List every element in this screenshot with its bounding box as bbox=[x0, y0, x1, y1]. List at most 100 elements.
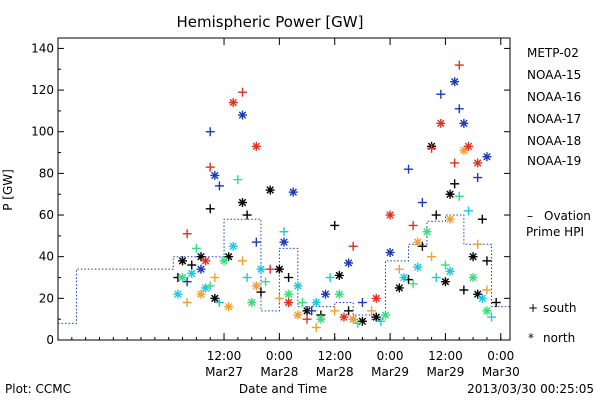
legend-ovation-label-2: Prime HPI bbox=[526, 225, 584, 239]
point-s2-2 bbox=[201, 283, 211, 293]
point-s0-17 bbox=[344, 306, 354, 316]
point-s3-9 bbox=[316, 314, 326, 324]
ovation-hpi-line bbox=[58, 214, 510, 324]
point-s0-2 bbox=[187, 260, 197, 270]
point-s4-2 bbox=[210, 273, 220, 283]
point-s4-10 bbox=[348, 314, 358, 324]
chart-title: Hemispheric Power [GW] bbox=[177, 13, 364, 31]
point-s5-16 bbox=[450, 158, 460, 168]
x-tick-time-3: 0:00 bbox=[377, 349, 404, 363]
y-axis-ticks: 0 20 40 60 80 100 120 140 bbox=[31, 41, 510, 347]
point-s1-19 bbox=[459, 118, 469, 128]
point-s1-0 bbox=[182, 277, 192, 287]
point-s0-28 bbox=[459, 285, 469, 295]
point-s2-9 bbox=[311, 298, 321, 308]
point-s3-13 bbox=[408, 279, 418, 289]
point-s3-0 bbox=[178, 273, 188, 283]
y-tick-label-1: 20 bbox=[39, 291, 54, 305]
point-s1-12 bbox=[357, 298, 367, 308]
point-s4-18 bbox=[482, 285, 492, 295]
point-s0-32 bbox=[482, 256, 492, 266]
point-s4-1 bbox=[196, 289, 206, 299]
footer-timestamp: 2013/03/30 00:25:05 bbox=[467, 382, 594, 396]
point-s1-14 bbox=[404, 164, 414, 174]
point-s5-15 bbox=[436, 118, 446, 128]
point-s4-12 bbox=[394, 264, 404, 274]
point-s0-16 bbox=[334, 270, 344, 280]
legend-ovation-dash: – bbox=[527, 209, 533, 223]
y-tick-label-4: 80 bbox=[39, 166, 54, 180]
point-s4-13 bbox=[413, 237, 423, 247]
point-s2-17 bbox=[463, 206, 473, 216]
x-tick-date-2: Mar28 bbox=[316, 365, 354, 379]
point-s1-13 bbox=[385, 248, 395, 258]
y-tick-label-2: 40 bbox=[39, 250, 54, 264]
point-s5-3 bbox=[228, 98, 238, 108]
y-tick-label-0: 0 bbox=[46, 333, 54, 347]
point-s4-5 bbox=[251, 281, 261, 291]
legend-entry-1: NOAA-15 bbox=[527, 68, 581, 82]
point-s1-17 bbox=[450, 77, 460, 87]
point-s5-6 bbox=[265, 264, 275, 274]
point-s0-1 bbox=[178, 256, 188, 266]
legend-ovation-label: Ovation bbox=[544, 209, 591, 223]
point-s1-10 bbox=[321, 289, 331, 299]
point-s2-10 bbox=[325, 273, 335, 283]
point-s5-19 bbox=[473, 158, 483, 168]
point-s2-0 bbox=[173, 289, 183, 299]
point-s2-13 bbox=[399, 273, 409, 283]
point-s3-1 bbox=[191, 243, 201, 253]
point-s2-3 bbox=[214, 298, 224, 308]
point-s0-12 bbox=[284, 273, 294, 283]
point-s1-16 bbox=[436, 89, 446, 99]
point-s0-18 bbox=[357, 316, 367, 326]
point-s1-6 bbox=[251, 237, 261, 247]
x-axis-ticks: 12:00 Mar27 0:00 Mar28 12:00 Mar28 0:00 Mar29 12… bbox=[57, 38, 520, 379]
point-s5-0 bbox=[182, 229, 192, 239]
point-s3-4 bbox=[233, 175, 243, 185]
point-s5-9 bbox=[339, 312, 349, 322]
point-s1-4 bbox=[214, 181, 224, 191]
point-s1-11 bbox=[344, 258, 354, 268]
x-tick-time-5: 0:00 bbox=[487, 349, 514, 363]
x-tick-time-1: 0:00 bbox=[266, 349, 293, 363]
point-s0-29 bbox=[468, 252, 478, 262]
plot-frame bbox=[57, 37, 511, 341]
legend-entry-3: NOAA-17 bbox=[527, 112, 581, 126]
point-s2-16 bbox=[445, 266, 455, 276]
point-s3-14 bbox=[422, 227, 432, 237]
point-s0-33 bbox=[491, 298, 501, 308]
point-s3-6 bbox=[261, 277, 271, 287]
point-s1-8 bbox=[288, 187, 298, 197]
point-s2-14 bbox=[413, 262, 423, 272]
point-s0-9 bbox=[256, 287, 266, 297]
x-tick-date-5: Mar30 bbox=[482, 365, 520, 379]
point-s1-15 bbox=[417, 198, 427, 208]
point-s5-18 bbox=[463, 141, 473, 151]
point-s0-11 bbox=[274, 264, 284, 274]
point-s0-31 bbox=[477, 214, 487, 224]
point-s1-9 bbox=[307, 306, 317, 316]
point-s2-19 bbox=[487, 312, 497, 322]
point-s3-15 bbox=[440, 260, 450, 270]
point-s1-2 bbox=[205, 127, 215, 137]
x-tick-date-4: Mar29 bbox=[426, 365, 464, 379]
point-s4-6 bbox=[274, 293, 284, 303]
point-s1-20 bbox=[473, 173, 483, 183]
point-s3-7 bbox=[284, 289, 294, 299]
point-s4-15 bbox=[445, 214, 455, 224]
x-tick-date-3: Mar29 bbox=[371, 365, 409, 379]
ovation-step-path bbox=[58, 214, 510, 324]
point-s4-14 bbox=[427, 252, 437, 262]
point-s0-4 bbox=[205, 204, 215, 214]
point-s1-18 bbox=[454, 104, 464, 114]
point-s0-7 bbox=[237, 198, 247, 208]
data-points bbox=[173, 60, 501, 333]
point-s5-7 bbox=[284, 298, 294, 308]
point-s3-5 bbox=[247, 298, 257, 308]
point-s0-8 bbox=[242, 210, 252, 220]
point-s5-4 bbox=[237, 87, 247, 97]
point-s3-17 bbox=[468, 273, 478, 283]
point-s1-7 bbox=[279, 237, 289, 247]
